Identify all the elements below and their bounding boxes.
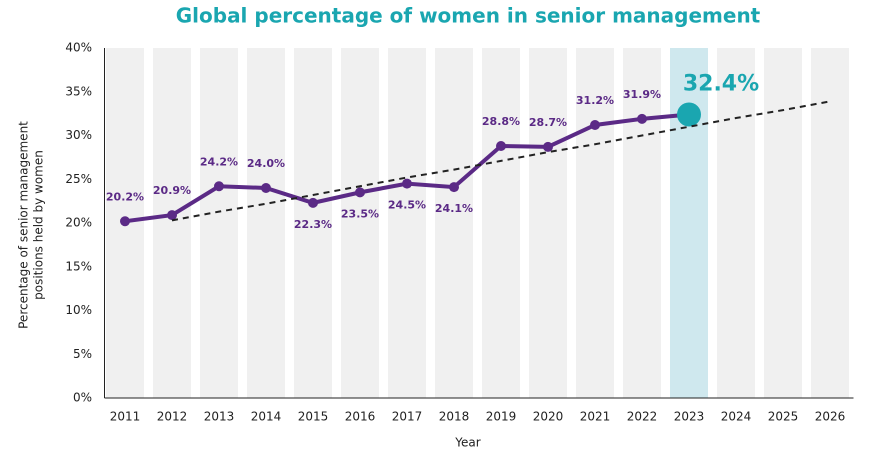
- y-tick-label: 15%: [65, 259, 92, 273]
- data-point: [120, 216, 130, 227]
- y-tick-label: 0%: [73, 391, 92, 405]
- data-point: [355, 187, 365, 198]
- column-band: [764, 48, 802, 398]
- column-band: [717, 48, 755, 398]
- data-point: [402, 178, 412, 189]
- data-point: [449, 182, 459, 193]
- data-point: [308, 197, 318, 208]
- x-tick-label: 2019: [486, 410, 517, 424]
- x-tick-label: 2022: [627, 410, 658, 424]
- x-tick-label: 2018: [439, 410, 470, 424]
- x-tick-label: 2012: [157, 410, 188, 424]
- x-tick-label: 2020: [533, 410, 564, 424]
- data-label: 24.2%: [200, 155, 238, 168]
- data-point: [637, 113, 647, 124]
- data-label: 24.0%: [247, 157, 285, 170]
- y-tick-label: 40%: [65, 41, 92, 55]
- data-point: [543, 141, 553, 152]
- data-label: 24.1%: [435, 202, 473, 215]
- y-tick-label: 10%: [65, 303, 92, 317]
- column-band: [529, 48, 567, 398]
- column-band: [811, 48, 849, 398]
- x-tick-label: 2017: [392, 410, 423, 424]
- data-label: 24.5%: [388, 199, 426, 212]
- x-tick-label: 2016: [345, 410, 376, 424]
- y-tick-label: 5%: [73, 347, 92, 361]
- column-band: [200, 48, 238, 398]
- data-label: 28.7%: [529, 116, 567, 129]
- column-band: [388, 48, 426, 398]
- y-tick-label: 20%: [65, 216, 92, 230]
- data-label: 22.3%: [294, 218, 332, 231]
- data-label: 31.9%: [623, 88, 661, 101]
- x-tick-label: 2026: [815, 410, 846, 424]
- highlight-band: [670, 48, 708, 398]
- column-band: [341, 48, 379, 398]
- x-tick-label: 2011: [110, 410, 141, 424]
- data-point: [214, 181, 224, 192]
- y-axis-label-line: Percentage of senior management: [17, 121, 31, 329]
- y-tick-label: 30%: [65, 128, 92, 142]
- trend-line: [171, 100, 831, 222]
- data-point: [496, 141, 506, 151]
- x-tick-label: 2025: [768, 410, 799, 424]
- x-tick-label: 2024: [721, 410, 752, 424]
- column-band: [247, 48, 285, 398]
- column-band: [623, 48, 661, 398]
- data-label: 20.2%: [106, 190, 144, 203]
- data-label: 31.2%: [576, 94, 614, 107]
- column-band: [576, 48, 614, 398]
- x-tick-label: 2013: [204, 410, 235, 424]
- column-band: [294, 48, 332, 398]
- y-tick-label: 35%: [65, 84, 92, 98]
- data-label: 23.5%: [341, 207, 379, 220]
- column-band: [482, 48, 520, 398]
- y-axis-label-line: positions held by women: [32, 150, 46, 300]
- data-label: 28.8%: [482, 115, 520, 128]
- y-tick-label: 25%: [65, 172, 92, 186]
- data-point: [167, 210, 177, 221]
- data-point: [261, 183, 271, 193]
- column-band: [153, 48, 191, 398]
- chart-title: Global percentage of women in senior man…: [176, 4, 761, 28]
- x-tick-label: 2021: [580, 410, 611, 424]
- x-tick-label: 2023: [674, 410, 705, 424]
- y-axis-label: Percentage of senior management position…: [17, 121, 46, 329]
- x-tick-label: 2015: [298, 410, 329, 424]
- x-tick-label: 2014: [251, 410, 282, 424]
- data-point: [677, 102, 701, 127]
- data-label: 20.9%: [153, 184, 191, 197]
- data-label: 32.4%: [683, 72, 759, 97]
- column-band: [435, 48, 473, 398]
- x-axis-label: Year: [454, 436, 480, 450]
- data-point: [590, 120, 600, 130]
